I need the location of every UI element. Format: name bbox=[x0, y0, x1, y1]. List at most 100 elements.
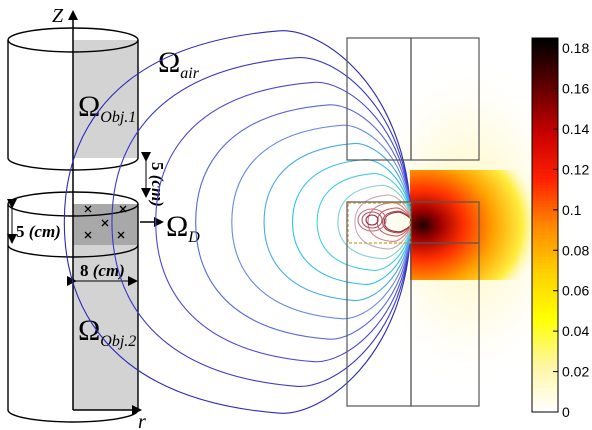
colorbar-step bbox=[532, 109, 558, 114]
contour-line bbox=[195, 104, 412, 340]
colorbar-step bbox=[532, 234, 558, 239]
colorbar-step bbox=[532, 253, 558, 257]
colorbar-tick-label: 0.12 bbox=[562, 161, 589, 177]
colorbar-step bbox=[532, 106, 558, 111]
colorbar-step bbox=[532, 402, 558, 407]
colorbar-step bbox=[532, 212, 558, 217]
colorbar: 0.18 0.16 0.14 0.12 0.1 0.08 0.06 0.04 0.02 0 bbox=[531, 37, 589, 420]
colorbar-tick-label: 0.02 bbox=[562, 364, 589, 380]
colorbar-step bbox=[532, 206, 558, 211]
colorbar-step bbox=[532, 193, 558, 198]
colorbar-step bbox=[532, 140, 558, 145]
contour-line bbox=[155, 81, 412, 363]
colorbar-tick-label: 0.14 bbox=[562, 121, 589, 137]
colorbar-step bbox=[532, 352, 558, 357]
colorbar-step bbox=[532, 53, 558, 58]
object-2-shaded-half bbox=[73, 245, 138, 410]
contour-line bbox=[316, 173, 412, 271]
colorbar-step bbox=[532, 190, 558, 195]
colorbar-step bbox=[532, 399, 558, 404]
colorbar-step bbox=[532, 156, 558, 161]
colorbar-step bbox=[532, 287, 558, 292]
colorbar-step bbox=[532, 115, 558, 120]
colorbar-ticks: 0.18 0.16 0.14 0.12 0.1 0.08 0.06 0.04 0.02 0 bbox=[553, 40, 589, 420]
colorbar-step bbox=[532, 259, 558, 263]
colorbar-step bbox=[532, 365, 558, 369]
colorbar-step bbox=[532, 377, 558, 382]
colorbar-step bbox=[532, 405, 558, 410]
colorbar-step bbox=[532, 119, 558, 123]
contour-ring bbox=[361, 211, 383, 229]
contour-line bbox=[367, 201, 412, 243]
colorbar-step bbox=[532, 90, 558, 95]
colorbar-step bbox=[532, 200, 558, 204]
colorbar-step bbox=[532, 196, 558, 201]
colorbar-step bbox=[532, 359, 558, 363]
colorbar-step bbox=[532, 246, 558, 251]
colorbar-step bbox=[532, 243, 558, 248]
colorbar-step bbox=[532, 383, 558, 388]
colorbar-step bbox=[532, 321, 558, 326]
heat-core bbox=[410, 170, 540, 280]
colorbar-step bbox=[532, 281, 558, 285]
colorbar-step bbox=[532, 215, 558, 220]
colorbar-step bbox=[532, 293, 558, 298]
gap-label: 5 (cm) bbox=[148, 162, 167, 207]
colorbar-step bbox=[532, 50, 558, 55]
omega-air-label: Ωair bbox=[158, 46, 200, 82]
colorbar-step bbox=[532, 187, 558, 192]
domain-d-left-box bbox=[347, 202, 411, 244]
z-axis-label: Z bbox=[52, 5, 64, 27]
colorbar-step bbox=[532, 274, 558, 279]
colorbar-gradient bbox=[532, 38, 558, 413]
colorbar-step bbox=[532, 150, 558, 154]
colorbar-step bbox=[532, 330, 558, 335]
colorbar-step bbox=[532, 41, 558, 45]
colorbar-step bbox=[532, 296, 558, 301]
colorbar-step bbox=[532, 168, 558, 173]
colorbar-step bbox=[532, 181, 558, 186]
colorbar-step bbox=[532, 355, 558, 360]
colorbar-step bbox=[532, 249, 558, 254]
colorbar-step bbox=[532, 315, 558, 320]
colorbar-tick-label: 0.04 bbox=[562, 323, 589, 339]
colorbar-step bbox=[532, 340, 558, 345]
colorbar-step bbox=[532, 334, 558, 338]
object-1-shaded-half bbox=[73, 40, 138, 158]
colorbar-step bbox=[532, 271, 558, 276]
gap-dimension: 5 (cm) bbox=[141, 152, 167, 207]
colorbar-step bbox=[532, 309, 558, 313]
contour-line bbox=[337, 184, 412, 260]
colorbar-step bbox=[532, 56, 558, 61]
colorbar-step bbox=[532, 178, 558, 182]
colorbar-step bbox=[532, 78, 558, 83]
r-axis-label: r bbox=[138, 411, 146, 430]
colorbar-frame bbox=[531, 37, 559, 413]
colorbar-step bbox=[532, 72, 558, 76]
colorbar-step bbox=[532, 393, 558, 398]
field-plot: 0.18 0.16 0.14 0.12 0.1 0.08 0.06 0.04 0.02 0 bbox=[63, 30, 589, 420]
colorbar-step bbox=[532, 44, 558, 48]
contour-ring bbox=[357, 208, 387, 232]
colorbar-step bbox=[532, 38, 558, 42]
colorbar-step bbox=[532, 228, 558, 232]
colorbar-step bbox=[532, 87, 558, 92]
colorbar-step bbox=[532, 237, 558, 242]
colorbar-step bbox=[532, 94, 558, 98]
object-2-bottom-arc bbox=[7, 409, 139, 423]
colorbar-step bbox=[532, 380, 558, 385]
colorbar-step bbox=[532, 374, 558, 379]
colorbar-step bbox=[532, 128, 558, 133]
colorbar-step bbox=[532, 368, 558, 373]
object-1-right-box bbox=[410, 37, 480, 161]
omega-d-label: ΩD bbox=[166, 210, 200, 246]
colorbar-step bbox=[532, 362, 558, 366]
colorbar-step bbox=[532, 312, 558, 316]
colorbar-step bbox=[532, 268, 558, 273]
source-markers bbox=[84, 205, 127, 239]
colorbar-step bbox=[532, 284, 558, 288]
colorbar-step bbox=[532, 318, 558, 323]
colorbar-step bbox=[532, 75, 558, 80]
colorbar-step bbox=[532, 225, 558, 229]
colorbar-step bbox=[532, 84, 558, 89]
